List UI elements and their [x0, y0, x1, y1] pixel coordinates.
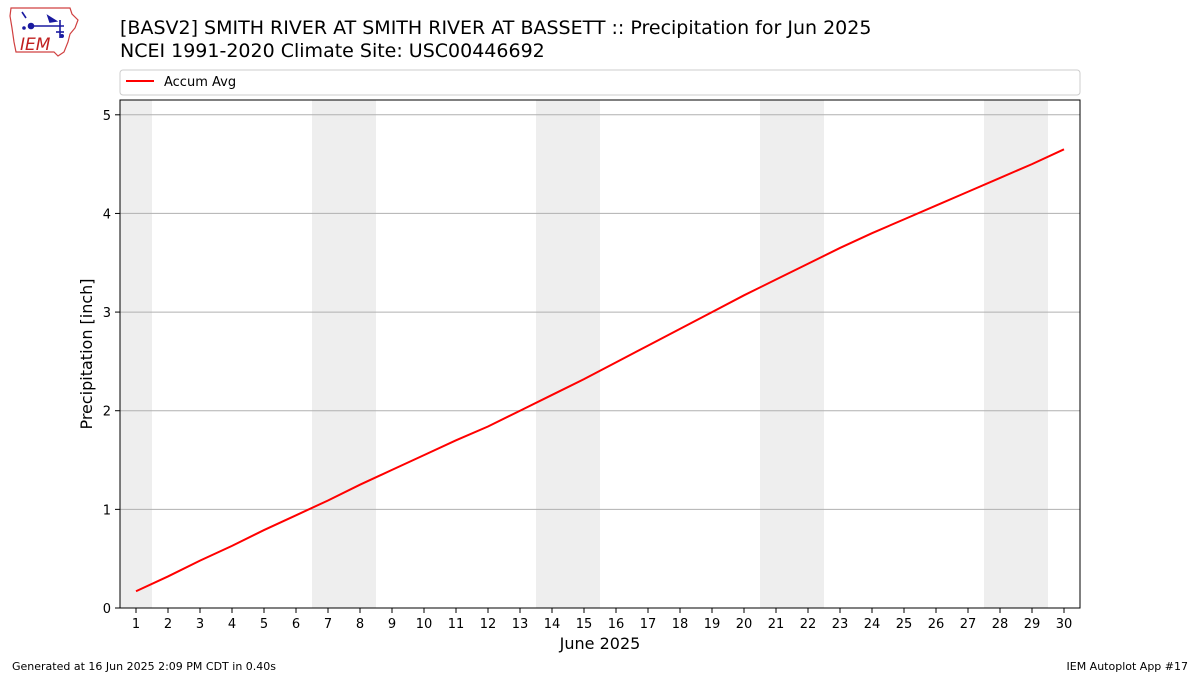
y-axis-label: Precipitation [inch]: [77, 278, 96, 429]
x-tick-label-30: 30: [1056, 617, 1073, 632]
legend-label: Accum Avg: [164, 75, 236, 90]
y-tick-label-1: 1: [103, 503, 111, 518]
x-tick-label-3: 3: [196, 617, 204, 632]
x-tick-label-20: 20: [736, 617, 753, 632]
footer-app-label: IEM Autoplot App #17: [1066, 660, 1189, 673]
x-tick-label-7: 7: [324, 617, 332, 632]
chart-subtitle: NCEI 1991-2020 Climate Site: USC00446692: [120, 40, 545, 62]
x-tick-label-26: 26: [928, 617, 945, 632]
weekend-band-0: [120, 100, 152, 608]
series-layer: [135, 148, 1065, 593]
y-tick-label-0: 0: [103, 602, 111, 617]
x-tick-label-4: 4: [228, 617, 236, 632]
plot-frame: [119, 99, 1081, 609]
x-tick-label-24: 24: [864, 617, 881, 632]
x-tick-label-17: 17: [640, 617, 657, 632]
weather-station-icon: [21, 11, 64, 38]
legend: Accum Avg: [119, 69, 1081, 96]
x-tick-label-14: 14: [544, 617, 561, 632]
x-tick-label-10: 10: [416, 617, 433, 632]
weekend-band-4: [984, 100, 1048, 608]
footer-generated-at: Generated at 16 Jun 2025 2:09 PM CDT in …: [12, 660, 277, 673]
x-tick-label-12: 12: [480, 617, 497, 632]
x-axis-label: June 2025: [559, 634, 641, 653]
x-tick-label-8: 8: [356, 617, 364, 632]
weekend-band-1: [312, 100, 376, 608]
x-tick-label-16: 16: [608, 617, 625, 632]
x-tick-label-6: 6: [292, 617, 300, 632]
weekend-band-2: [536, 100, 600, 608]
x-tick-label-28: 28: [992, 617, 1009, 632]
x-tick-label-13: 13: [512, 617, 529, 632]
y-tick-label-3: 3: [103, 306, 111, 321]
x-tick-label-21: 21: [768, 617, 785, 632]
x-axis: 1 2 3 4 5 6 7 8 9 10 11 12 13 14 15 16 17 18 19 20 21 22 23 24 2…: [132, 608, 1072, 632]
x-tick-label-15: 15: [576, 617, 593, 632]
x-tick-label-23: 23: [832, 617, 849, 632]
weekend-shading: [120, 100, 1048, 608]
x-tick-label-2: 2: [164, 617, 172, 632]
x-tick-label-29: 29: [1024, 617, 1041, 632]
y-tick-label-2: 2: [103, 405, 111, 420]
iowa-outline-icon: [9, 7, 79, 57]
logo-text: IEM: [20, 35, 51, 55]
x-tick-label-9: 9: [388, 617, 396, 632]
x-tick-label-22: 22: [800, 617, 817, 632]
chart-title: [BASV2] SMITH RIVER AT SMITH RIVER AT BA…: [120, 17, 872, 39]
legend-box: [119, 69, 1081, 96]
x-tick-label-27: 27: [960, 617, 977, 632]
x-tick-label-25: 25: [896, 617, 913, 632]
iem-logo: IEM: [9, 7, 79, 57]
y-tick-label-5: 5: [103, 109, 111, 124]
weekend-band-3: [760, 100, 824, 608]
x-tick-label-11: 11: [448, 617, 465, 632]
y-tick-label-4: 4: [103, 207, 111, 222]
x-tick-label-19: 19: [704, 617, 721, 632]
y-axis: 0 1 2 3 4 5: [103, 109, 120, 617]
x-tick-label-5: 5: [260, 617, 268, 632]
x-tick-label-18: 18: [672, 617, 689, 632]
series-line-0: [135, 148, 1065, 593]
x-tick-label-1: 1: [132, 617, 140, 632]
